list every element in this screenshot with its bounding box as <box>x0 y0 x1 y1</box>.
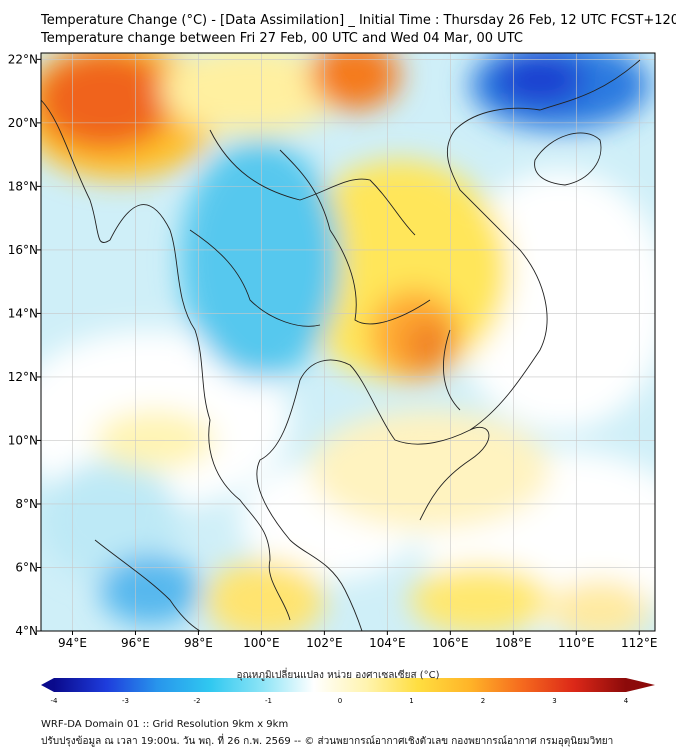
lat-tick-label: 12°N <box>8 370 38 384</box>
colorbar-tick-label: -2 <box>194 697 201 705</box>
lon-tick-label: 102°E <box>306 636 343 650</box>
lat-tick-label: 14°N <box>8 306 38 320</box>
colorbar-tick-label: -1 <box>265 697 272 705</box>
colorbar-tick-label: 1 <box>409 697 413 705</box>
map-frame <box>40 52 656 632</box>
colorbar-title: อุณหภูมิเปลี่ยนแปลง หน่วย องศาเซลเซียส (… <box>236 670 440 681</box>
colorbar-max-arrow <box>626 678 655 692</box>
coastline-borders <box>41 59 641 631</box>
lat-tick-label: 16°N <box>8 243 38 257</box>
lat-tick-label: 10°N <box>8 433 38 447</box>
lat-tick-label: 4°N <box>15 624 38 638</box>
colorbar-tick-label: -3 <box>122 697 129 705</box>
colorbar-min-arrow <box>41 678 54 692</box>
colorbar-tick-label: 4 <box>624 697 629 705</box>
colorbar: -4 -3 -2 -1 0 1 2 3 4 <box>41 678 655 705</box>
lat-tick-label: 18°N <box>8 179 38 193</box>
lon-tick-label: 104°E <box>369 636 406 650</box>
chart-subtitle: Temperature change between Fri 27 Feb, 0… <box>41 31 523 46</box>
lon-tick-label: 112°E <box>621 636 658 650</box>
colorbar-tick-label: -4 <box>51 697 59 705</box>
footer-domain-info: WRF-DA Domain 01 :: Grid Resolution 9km … <box>41 719 289 730</box>
lat-tick-label: 8°N <box>15 497 38 511</box>
lon-tick-label: 96°E <box>121 636 150 650</box>
lon-tick-label: 100°E <box>243 636 280 650</box>
colorbar-tick-label: 2 <box>481 697 485 705</box>
chart-title: Temperature Change (°C) - [Data Assimila… <box>41 13 676 28</box>
lat-tick-label: 20°N <box>8 116 38 130</box>
lat-tick-label: 22°N <box>8 52 38 66</box>
longitude-axis: 94°E 96°E 98°E 100°E 102°E 104°E 106°E 108°E 110… <box>58 631 658 650</box>
colorbar-tick-label: 3 <box>552 697 556 705</box>
lon-tick-label: 98°E <box>184 636 213 650</box>
lon-tick-label: 108°E <box>495 636 532 650</box>
latitude-axis: 22°N 20°N 18°N 16°N 14°N 12°N 10°N 8°N 6°N 4°N <box>8 52 41 638</box>
colorbar-tick-label: 0 <box>338 697 342 705</box>
lon-tick-label: 106°E <box>432 636 469 650</box>
footer-credit: ปรับปรุงข้อมูล ณ เวลา 19:00น. วัน พฤ. ที… <box>41 736 614 747</box>
lat-tick-label: 6°N <box>15 560 38 574</box>
lon-tick-label: 110°E <box>558 636 595 650</box>
lon-tick-label: 94°E <box>58 636 87 650</box>
